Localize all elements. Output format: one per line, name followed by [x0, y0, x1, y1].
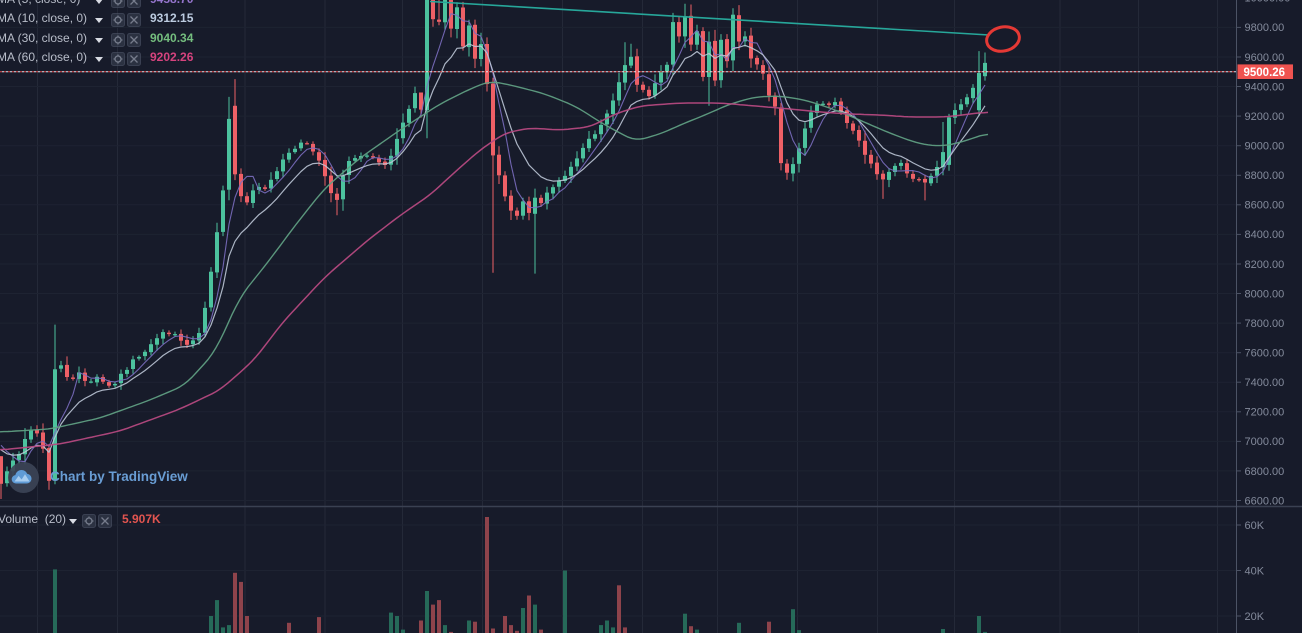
svg-text:7200.00: 7200.00: [1245, 407, 1285, 419]
svg-text:60K: 60K: [1245, 520, 1265, 532]
svg-text:7400.00: 7400.00: [1245, 377, 1285, 389]
svg-text:9600.00: 9600.00: [1245, 52, 1285, 64]
svg-text:6800.00: 6800.00: [1245, 466, 1285, 478]
svg-text:8000.00: 8000.00: [1245, 288, 1285, 300]
svg-text:40K: 40K: [1245, 565, 1265, 577]
svg-text:9500.26: 9500.26: [1244, 67, 1286, 79]
svg-text:7800.00: 7800.00: [1245, 318, 1285, 330]
svg-text:9000.00: 9000.00: [1245, 141, 1285, 153]
svg-text:7600.00: 7600.00: [1245, 348, 1285, 360]
svg-text:8200.00: 8200.00: [1245, 259, 1285, 271]
svg-text:9400.00: 9400.00: [1245, 81, 1285, 93]
svg-text:8400.00: 8400.00: [1245, 229, 1285, 241]
svg-text:10000.00: 10000.00: [1245, 0, 1291, 5]
svg-text:9200.00: 9200.00: [1245, 111, 1285, 123]
svg-text:8600.00: 8600.00: [1245, 200, 1285, 212]
svg-text:7000.00: 7000.00: [1245, 436, 1285, 448]
svg-text:6600.00: 6600.00: [1245, 495, 1285, 507]
svg-text:9800.00: 9800.00: [1245, 22, 1285, 34]
svg-text:20K: 20K: [1245, 611, 1265, 623]
svg-text:8800.00: 8800.00: [1245, 170, 1285, 182]
